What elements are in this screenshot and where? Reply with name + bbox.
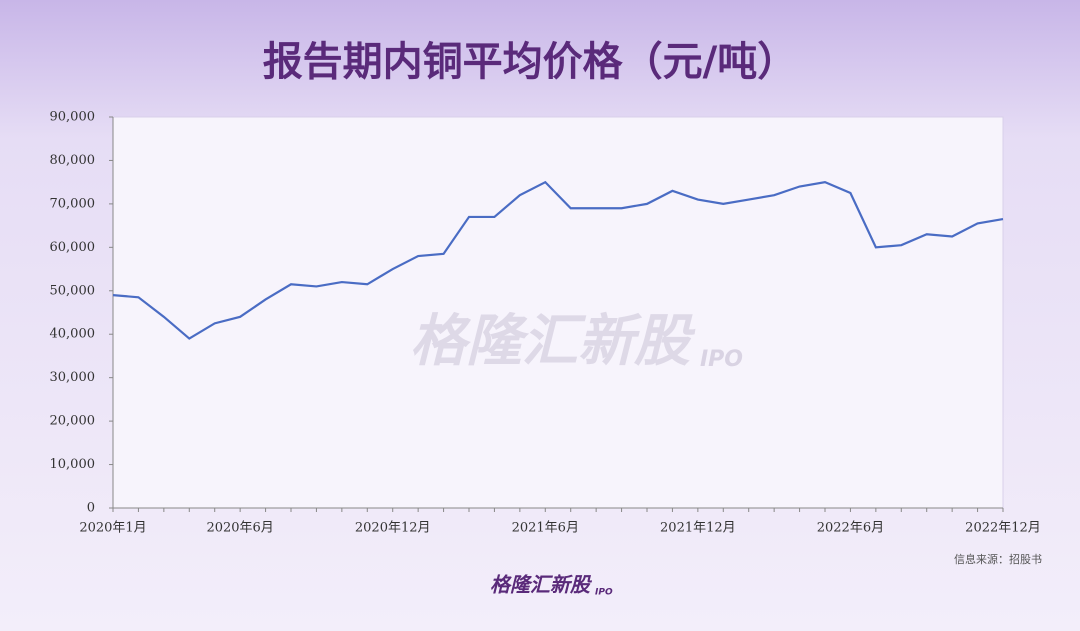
x-tick-label: 2020年6月	[206, 521, 273, 536]
logo-tag: IPO	[595, 588, 613, 598]
y-tick-label: 30,000	[50, 370, 96, 385]
y-tick-label: 70,000	[50, 196, 96, 211]
plot-area	[112, 116, 1004, 509]
y-tick-label: 50,000	[50, 283, 96, 298]
y-tick-label: 20,000	[50, 414, 96, 429]
watermark: 格隆汇新股	[410, 309, 696, 374]
y-tick-label: 90,000	[50, 110, 96, 125]
x-tick-label: 2021年6月	[512, 521, 579, 536]
chart-title: 报告期内铜平均价格（元/吨）	[263, 39, 798, 85]
y-tick-label: 0	[87, 501, 95, 516]
x-tick-label: 2022年6月	[817, 521, 884, 536]
source: 信息来源：招股书	[954, 552, 1042, 566]
y-tick-label: 40,000	[50, 327, 96, 342]
x-tick-label: 2022年12月	[965, 521, 1041, 536]
x-tick-label: 2021年12月	[660, 521, 736, 536]
series-line	[112, 180, 1004, 340]
watermark-tag: IPO	[700, 347, 743, 372]
y-tick-label: 10,000	[50, 457, 96, 472]
y-tick-label: 60,000	[50, 240, 96, 255]
logo: 格隆汇新股	[490, 573, 592, 597]
x-tick-label: 2020年12月	[355, 521, 431, 536]
x-tick-label: 2020年1月	[79, 521, 146, 536]
y-tick-label: 80,000	[50, 153, 96, 168]
